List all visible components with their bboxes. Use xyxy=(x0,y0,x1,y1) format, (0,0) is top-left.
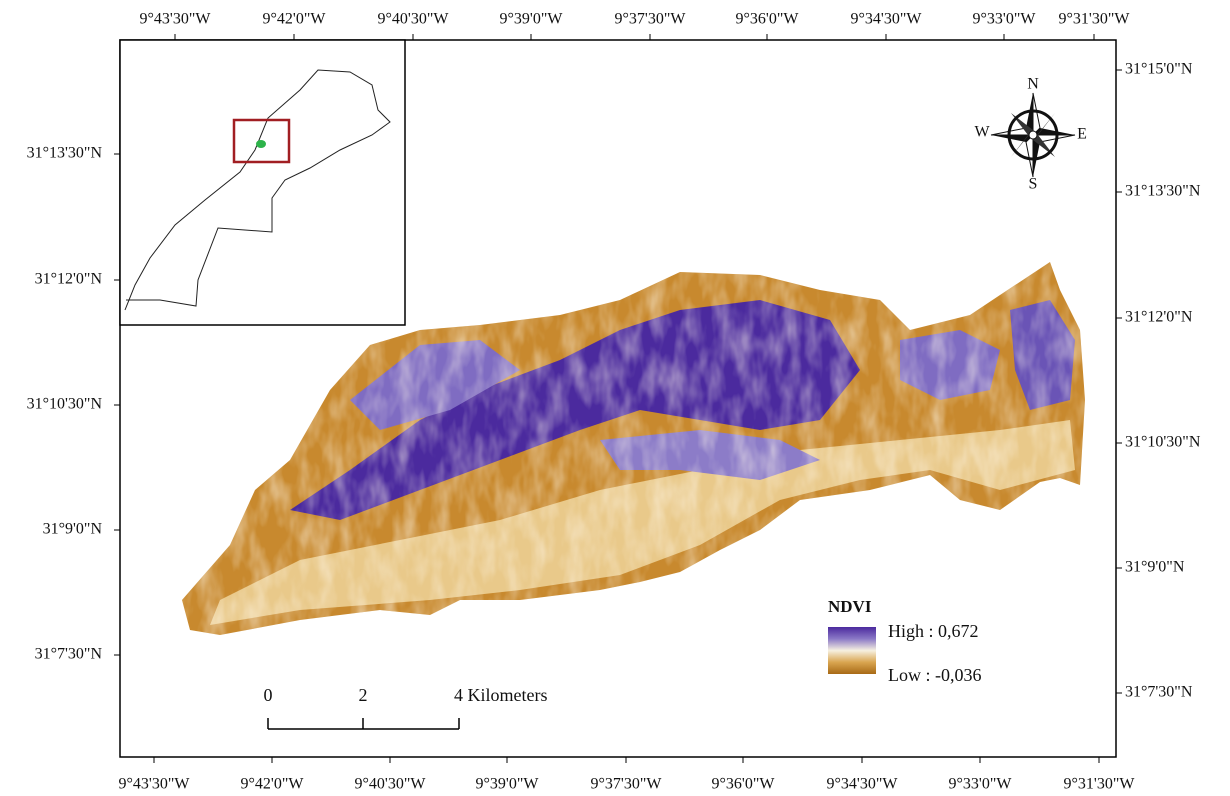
legend-low: Low : -0,036 xyxy=(888,665,982,685)
top-coord-label: 9°33'0"W xyxy=(973,11,1037,28)
bottom-coord-label: 9°36'0"W xyxy=(712,776,776,793)
scale-label: 2 xyxy=(359,685,368,705)
scale-label: 0 xyxy=(264,685,273,705)
compass-s: S xyxy=(1029,176,1038,193)
right-coord-label: 31°12'0"N xyxy=(1125,309,1193,326)
right-coord-label: 31°13'30"N xyxy=(1125,183,1201,200)
compass-n: N xyxy=(1027,76,1039,93)
compass-w: W xyxy=(974,124,990,141)
right-coord-label: 31°15'0"N xyxy=(1125,61,1193,78)
bottom-coord-label: 9°39'0"W xyxy=(476,776,540,793)
compass xyxy=(991,93,1075,177)
bottom-coord-label: 9°40'30"W xyxy=(355,776,427,793)
bottom-coord-label: 9°43'30"W xyxy=(119,776,191,793)
legend-ramp xyxy=(828,627,876,674)
right-coord-label: 31°10'30"N xyxy=(1125,434,1201,451)
scale-label: 4 Kilometers xyxy=(454,685,547,705)
map: N W E S NDVI High : 0,672 Low : -0,036 0… xyxy=(0,0,1230,796)
bottom-coord-label: 9°42'0"W xyxy=(241,776,305,793)
bottom-coord-label: 9°33'0"W xyxy=(949,776,1013,793)
top-coord-label: 9°36'0"W xyxy=(736,11,800,28)
top-coord-label: 9°34'30"W xyxy=(851,11,923,28)
left-coord-label: 31°9'0"N xyxy=(43,521,103,538)
top-coord-label: 9°43'30"W xyxy=(140,11,212,28)
top-coord-label: 9°42'0"W xyxy=(263,11,327,28)
compass-e: E xyxy=(1077,126,1087,143)
bottom-coord-label: 9°37'30"W xyxy=(591,776,663,793)
top-coord-label: 9°39'0"W xyxy=(500,11,564,28)
right-coord-label: 31°9'0"N xyxy=(1125,559,1185,576)
left-coord-label: 31°7'30"N xyxy=(35,646,103,663)
left-coord-label: 31°13'30"N xyxy=(27,145,103,162)
left-coord-label: 31°10'30"N xyxy=(27,396,103,413)
bottom-coord-label: 9°31'30"W xyxy=(1064,776,1136,793)
left-coord-label: 31°12'0"N xyxy=(35,271,103,288)
top-coord-label: 9°40'30"W xyxy=(378,11,450,28)
legend-high: High : 0,672 xyxy=(888,621,979,641)
bottom-coord-label: 9°34'30"W xyxy=(827,776,899,793)
right-coord-label: 31°7'30"N xyxy=(1125,684,1193,701)
scale-bar xyxy=(268,718,459,729)
top-coord-label: 9°31'30"W xyxy=(1059,11,1131,28)
inset-map xyxy=(120,40,405,325)
legend-title: NDVI xyxy=(828,597,872,616)
top-coord-label: 9°37'30"W xyxy=(615,11,687,28)
